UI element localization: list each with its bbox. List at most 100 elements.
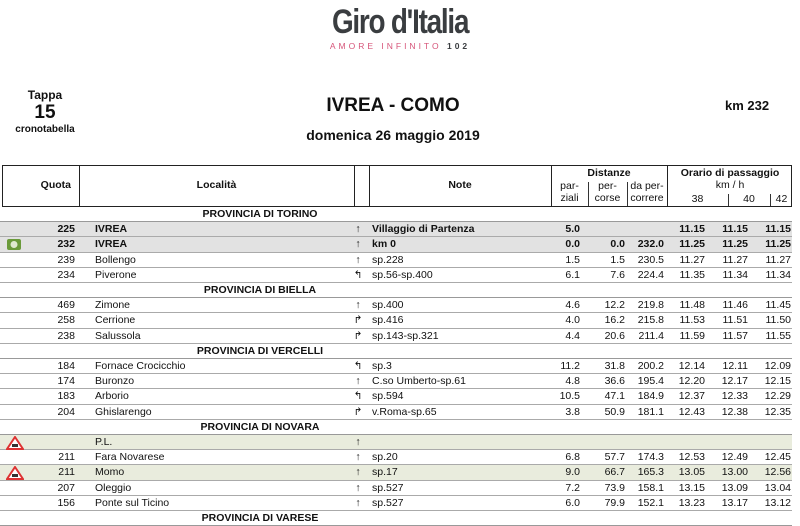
table-row: 232 IVREA ↑ km 0 0.0 0.0 232.0 11.25 11.25 11.25 — [0, 237, 792, 253]
arrow-right-icon: ↱ — [353, 314, 363, 327]
arrow-up-icon: ↑ — [355, 253, 361, 266]
railway-crossing-icon — [5, 465, 25, 481]
header-speed-40: 40 — [743, 193, 755, 205]
railway-crossing-icon — [5, 435, 25, 450]
time-38kmh: 11.53 — [679, 314, 706, 327]
time-42kmh: 11.50 — [765, 314, 792, 327]
table-row: 258 Cerrione ↱ sp.416 4.0 16.2 215.8 11.53 11.51… — [0, 313, 792, 329]
distance-covered: 16.2 — [604, 314, 625, 327]
province-header: PROVINCIA DI VERCELLI — [0, 344, 792, 359]
stage-distance: km 232 — [725, 98, 770, 113]
time-40kmh: 11.46 — [722, 299, 749, 312]
table-row: 204 Ghislarengo ↱ v.Roma-sp.65 3.8 50.9 181.1 1… — [0, 405, 792, 420]
note: Villaggio di Partenza — [372, 223, 475, 236]
note: sp.228 — [372, 253, 404, 266]
header-parziali: par-ziali — [560, 180, 579, 204]
arrow-up-icon: ↑ — [355, 496, 361, 509]
distance-partial: 4.0 — [565, 314, 580, 327]
note: sp.20 — [372, 451, 398, 464]
time-42kmh: 11.15 — [765, 223, 791, 236]
distance-partial: 10.5 — [559, 390, 580, 403]
arrow-left-icon: ↰ — [353, 360, 363, 372]
time-40kmh: 13.00 — [721, 466, 748, 479]
note: v.Roma-sp.65 — [372, 405, 437, 418]
distance-partial: 1.5 — [565, 253, 580, 266]
localita: Oleggio — [95, 481, 132, 494]
province-header: PROVINCIA DI BIELLA — [0, 283, 792, 299]
distance-covered: 31.8 — [604, 360, 625, 372]
distance-remaining: 158.1 — [637, 481, 664, 494]
time-38kmh: 11.48 — [679, 299, 706, 312]
time-38kmh: 13.15 — [678, 481, 705, 494]
distance-covered: 36.6 — [604, 375, 625, 388]
header-speed-38: 38 — [691, 193, 704, 205]
note: sp.143-sp.321 — [372, 329, 439, 342]
distance-remaining: 230.5 — [637, 253, 664, 266]
time-40kmh: 13.09 — [721, 481, 748, 494]
arrow-up-icon: ↑ — [355, 238, 361, 251]
note: sp.527 — [372, 481, 404, 494]
time-42kmh: 11.45 — [765, 299, 792, 312]
table-row: 156 Ponte sul Ticino ↑ sp.527 6.0 79.9 152.1 13… — [0, 496, 792, 511]
arrow-up-icon: ↑ — [355, 481, 361, 494]
time-38kmh: 11.15 — [679, 223, 705, 236]
distance-remaining: 184.9 — [637, 390, 664, 403]
quota: 232 — [57, 238, 75, 251]
distance-covered: 12.2 — [604, 299, 625, 312]
stage-subtitle: cronotabella — [15, 124, 75, 135]
distance-covered: 7.6 — [610, 268, 625, 281]
table-row: 183 Arborio ↰ sp.594 10.5 47.1 184.9 12.37 12.33… — [0, 389, 792, 405]
time-40kmh: 11.34 — [722, 268, 749, 281]
table-row: P.L. ↑ — [0, 435, 792, 451]
localita: Fornace Crocicchio — [95, 360, 186, 372]
time-42kmh: 13.12 — [764, 496, 791, 509]
stage-label: Tappa — [27, 88, 63, 102]
distance-partial: 6.1 — [565, 268, 580, 281]
header-note: Note — [448, 179, 472, 191]
giro-ditalia-logo: Giro d'Italia AMORE INFINITO 102 — [0, 4, 800, 51]
time-38kmh: 11.25 — [679, 238, 705, 251]
distance-remaining: 174.3 — [637, 451, 664, 464]
arrow-right-icon: ↱ — [353, 405, 363, 418]
stage-number: 15 — [34, 102, 56, 123]
note: C.so Umberto-sp.61 — [372, 375, 466, 388]
localita: Zimone — [95, 299, 131, 312]
time-42kmh: 12.09 — [764, 360, 791, 372]
quota: 156 — [57, 496, 75, 509]
time-40kmh: 12.49 — [721, 451, 748, 464]
quota: 174 — [57, 375, 75, 388]
quota: 211 — [58, 466, 75, 479]
table-row: 184 Fornace Crocicchio ↰ sp.3 11.2 31.8 200.2 1… — [0, 359, 792, 375]
distance-partial: 7.2 — [565, 481, 580, 494]
time-38kmh: 11.59 — [679, 329, 706, 342]
arrow-left-icon: ↰ — [353, 390, 363, 403]
time-42kmh: 11.34 — [765, 268, 792, 281]
quota: 258 — [57, 314, 75, 327]
distance-covered: 47.1 — [604, 390, 625, 403]
time-40kmh: 13.17 — [721, 496, 748, 509]
province-label: PROVINCIA DI NOVARA — [200, 420, 320, 433]
note: sp.594 — [372, 390, 404, 403]
time-42kmh: 12.56 — [764, 466, 791, 479]
quota: 183 — [57, 390, 75, 403]
quota: 225 — [57, 223, 75, 236]
province-label: PROVINCIA DI TORINO — [202, 208, 318, 220]
time-42kmh: 12.15 — [764, 375, 791, 388]
province-label: PROVINCIA DI VERCELLI — [196, 344, 324, 357]
arrow-up-icon: ↑ — [355, 451, 361, 464]
time-38kmh: 12.53 — [678, 451, 705, 464]
quota: 184 — [57, 360, 75, 372]
time-38kmh: 13.05 — [678, 466, 705, 479]
time-42kmh: 13.04 — [764, 481, 791, 494]
distance-partial: 6.0 — [565, 496, 580, 509]
distance-partial: 11.2 — [560, 360, 580, 372]
table-row: 238 Salussola ↱ sp.143-sp.321 4.4 20.6 211.4 11… — [0, 329, 792, 344]
stage-block: Tappa 15 cronotabella — [10, 88, 80, 135]
distance-remaining: 195.4 — [637, 375, 664, 388]
arrow-right-icon: ↱ — [353, 329, 363, 342]
stage-date: domenica 26 maggio 2019 — [306, 127, 480, 143]
localita: Ponte sul Ticino — [95, 496, 170, 509]
quota: 204 — [57, 405, 75, 418]
time-40kmh: 11.57 — [722, 329, 749, 342]
table-row: 234 Piverone ↰ sp.56-sp.400 6.1 7.6 224.4 11.35… — [0, 268, 792, 283]
